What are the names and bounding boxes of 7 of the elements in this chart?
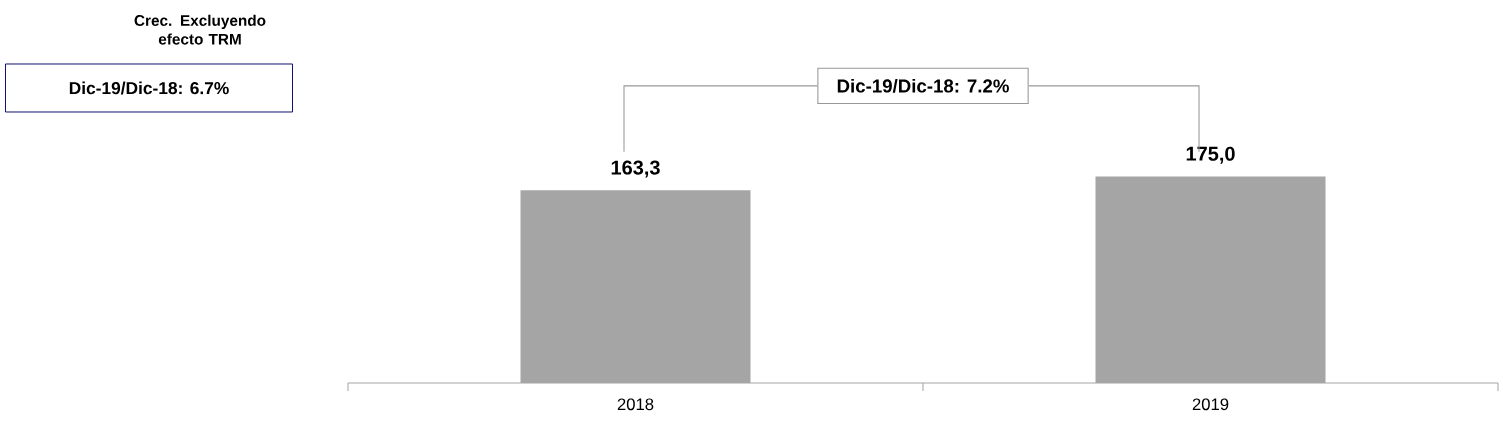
text: Crec. Excluyendo efecto TRM bbox=[134, 14, 266, 45]
x-tick-label: 2019 bbox=[1192, 398, 1229, 411]
text: Dic-19/Dic-18: 7.2% bbox=[837, 78, 1009, 93]
x-tick-label: 2018 bbox=[617, 398, 654, 411]
text: Dic-19/Dic-18: 6.7% bbox=[69, 81, 229, 95]
data-label: 175,0 bbox=[1186, 146, 1235, 164]
data-label: 163,3 bbox=[611, 160, 660, 178]
